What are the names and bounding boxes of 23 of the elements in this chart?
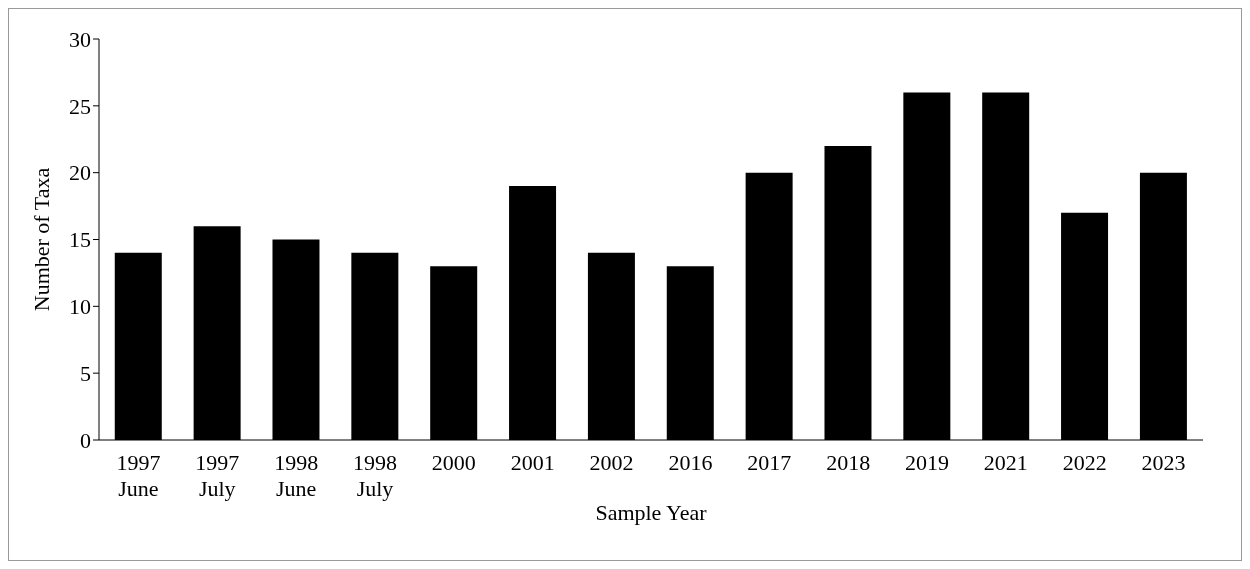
- y-tick-label: 0: [80, 427, 91, 453]
- x-tick-label: 2017: [747, 450, 792, 475]
- x-tick-label: 2001: [510, 450, 555, 475]
- y-tick-label: 30: [69, 26, 91, 52]
- y-tick-label: 25: [69, 93, 91, 119]
- x-tick-label: 2002: [589, 450, 634, 475]
- x-tick-label: 1997 July: [195, 450, 240, 501]
- x-tick-label: 1998 July: [353, 450, 397, 501]
- x-tick-label: 2016: [668, 450, 713, 475]
- y-axis-title: Number of Taxa: [28, 167, 54, 312]
- x-tick-label: 1998 June: [274, 450, 319, 501]
- x-tick-label: 2023: [1141, 450, 1186, 475]
- x-axis-title: Sample Year: [595, 500, 708, 525]
- x-tick-label: 1997 June: [116, 450, 161, 501]
- y-tick-label: 20: [69, 160, 91, 186]
- x-tick-label: 2021: [983, 450, 1028, 475]
- y-tick-label: 10: [69, 294, 91, 320]
- y-tick-label: 15: [69, 227, 91, 253]
- x-tick-label: 2022: [1062, 450, 1107, 475]
- y-tick-label: 5: [80, 360, 91, 386]
- x-tick-label: 2000: [431, 450, 476, 475]
- x-tick-label: 2019: [905, 450, 949, 475]
- x-tick-label: 2018: [826, 450, 871, 475]
